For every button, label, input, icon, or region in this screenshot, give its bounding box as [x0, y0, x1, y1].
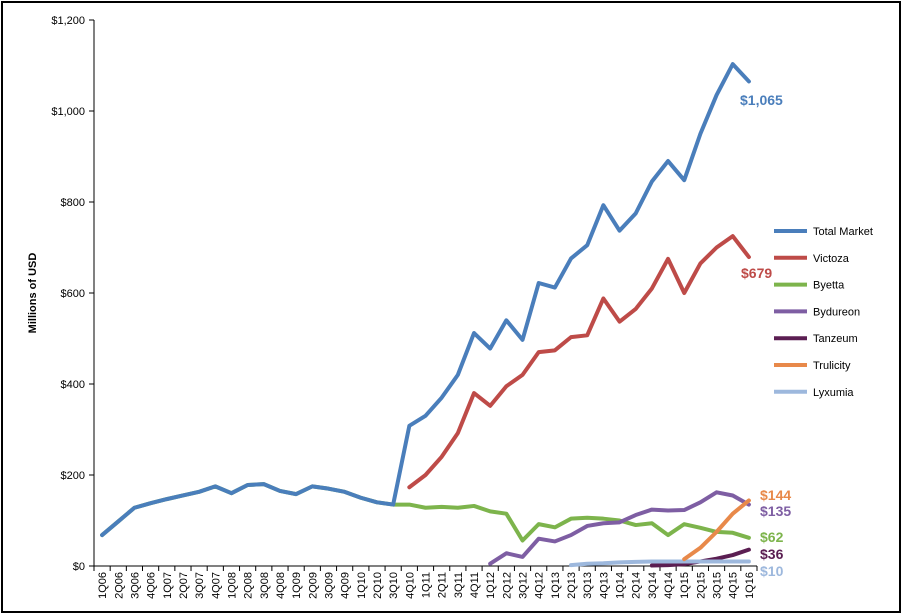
series-line-bydureon: [488, 490, 751, 566]
end-label-trulicity: $144: [760, 487, 791, 503]
end-label-byetta: $62: [760, 529, 784, 545]
x-tick-label: 3Q08: [259, 572, 271, 599]
x-tick-label: 1Q13: [550, 572, 562, 599]
x-tick-label: 1Q11: [421, 572, 433, 598]
x-tick-label: 1Q15: [679, 572, 691, 599]
legend-entry: Trulicity: [813, 360, 851, 372]
x-tick-label: 2Q09: [307, 572, 319, 599]
x-tick-label: 4Q06: [146, 572, 158, 599]
legend-entry: Victoza: [813, 253, 850, 265]
legend-entry: Total Market: [813, 226, 873, 238]
end-labels: $1,065 $679 $62 $135 $36 $144 $10: [740, 92, 791, 579]
legend-entry: Lyxumia: [813, 387, 854, 399]
y-tick-label: $0: [73, 561, 85, 573]
x-tick-label: 3Q06: [129, 572, 141, 599]
x-tick-label: 3Q12: [518, 572, 530, 599]
x-tick-label: 2Q11: [437, 572, 449, 598]
end-label-bydureon: $135: [760, 503, 791, 519]
x-tick-label: 1Q14: [615, 572, 627, 599]
end-label-victoza: $679: [741, 265, 772, 281]
x-tick-label: 3Q11: [453, 572, 465, 598]
x-tick-label: 4Q07: [210, 572, 222, 599]
x-tick-label: 1Q08: [226, 572, 238, 599]
x-tick-label: 4Q14: [663, 572, 675, 599]
x-tick-label: 1Q12: [485, 572, 497, 599]
x-tick-label: 1Q07: [162, 572, 174, 599]
x-tick-label: 1Q09: [291, 572, 303, 599]
x-tick-label: 4Q15: [728, 572, 740, 599]
y-tick-label: $200: [61, 470, 85, 482]
x-tick-label: 2Q15: [695, 572, 707, 599]
x-tick-label: 3Q14: [647, 572, 659, 599]
x-tick-label: 2Q10: [372, 572, 384, 599]
end-label-lyxumia: $10: [760, 563, 784, 579]
x-tick-label: 1Q16: [744, 572, 756, 599]
y-tick-label: $1,000: [51, 106, 85, 118]
series-lines: [100, 62, 751, 568]
x-tick-label: 1Q06: [97, 572, 109, 599]
x-tick-label: 2Q12: [501, 572, 513, 599]
chart-axes: $0 $200 $400 $600 $800 $1,000 $1,200 1Q06 2Q06 3Q…: [51, 15, 758, 599]
end-label-tanzeum: $36: [760, 546, 784, 562]
x-tick-label: 3Q15: [712, 572, 724, 599]
x-tick-label: 4Q10: [404, 572, 416, 599]
x-tick-label: 2Q08: [243, 572, 255, 599]
legend: Total Market Victoza Byetta Bydureon Tanzeum…: [774, 226, 873, 399]
end-label-total-market: $1,065: [740, 92, 783, 108]
x-tick-label: 4Q09: [340, 572, 352, 599]
x-tick-label: 1Q10: [356, 572, 368, 599]
x-tick-label: 2Q13: [566, 572, 578, 599]
series-line-trulicity: [682, 498, 751, 562]
x-tick-label: 2Q06: [113, 572, 125, 599]
y-tick-label: $1,200: [51, 15, 85, 27]
legend-entry: Tanzeum: [813, 333, 858, 345]
legend-entry: Bydureon: [813, 306, 860, 318]
line-chart: $0 $200 $400 $600 $800 $1,000 $1,200 1Q06 2Q06 3Q…: [27, 15, 873, 599]
x-tick-label: 3Q07: [194, 572, 206, 599]
x-tick-label: 3Q09: [323, 572, 335, 599]
y-axis-label: Millions of USD: [27, 253, 39, 334]
series-line-total-market: [100, 62, 751, 538]
x-tick-label: 2Q07: [178, 572, 190, 599]
x-tick-label: 4Q12: [534, 572, 546, 599]
series-line-lyxumia: [569, 559, 751, 568]
x-tick-label: 4Q11: [469, 572, 481, 598]
y-tick-label: $400: [61, 379, 85, 391]
x-tick-label: 3Q10: [388, 572, 400, 599]
y-tick-label: $600: [61, 288, 85, 300]
legend-entry: Byetta: [813, 280, 845, 292]
x-tick-label: 4Q13: [598, 572, 610, 599]
y-tick-label: $800: [61, 197, 85, 209]
x-tick-label: 2Q14: [631, 572, 643, 599]
series-line-victoza: [407, 234, 751, 490]
x-tick-label: 3Q13: [582, 572, 594, 599]
x-tick-label: 4Q08: [275, 572, 287, 599]
